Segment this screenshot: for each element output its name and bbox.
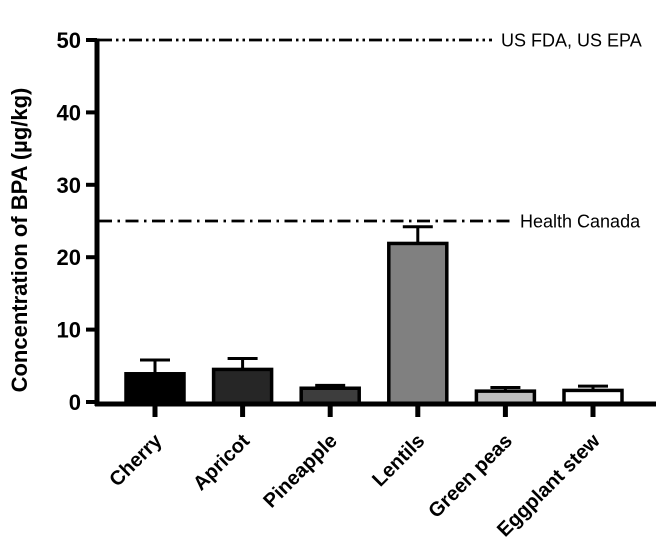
y-tick-label-40: 40 <box>57 100 81 125</box>
y-tick-label-50: 50 <box>57 28 81 53</box>
bar-cherry <box>124 372 186 407</box>
bar-apricot <box>211 367 274 407</box>
y-tick-label-0: 0 <box>69 390 81 415</box>
y-tick-label-30: 30 <box>57 173 81 198</box>
x-tick-label-pineapple: Pineapple <box>259 430 341 512</box>
y-axis-title: Concentration of BPA (µg/kg) <box>7 88 32 393</box>
reference-line-label-us-fda-us-epa: US FDA, US EPA <box>501 31 642 51</box>
y-tick-label-20: 20 <box>57 245 81 270</box>
y-tick-label-10: 10 <box>57 318 81 343</box>
x-tick-label-lentils: Lentils <box>368 430 429 491</box>
x-tick-label-green-peas: Green peas <box>424 430 517 523</box>
x-tick-label-apricot: Apricot <box>189 430 254 495</box>
x-tick-label-cherry: Cherry <box>105 429 167 491</box>
bar-lentils <box>387 241 449 407</box>
reference-line-label-health-canada: Health Canada <box>520 212 641 232</box>
